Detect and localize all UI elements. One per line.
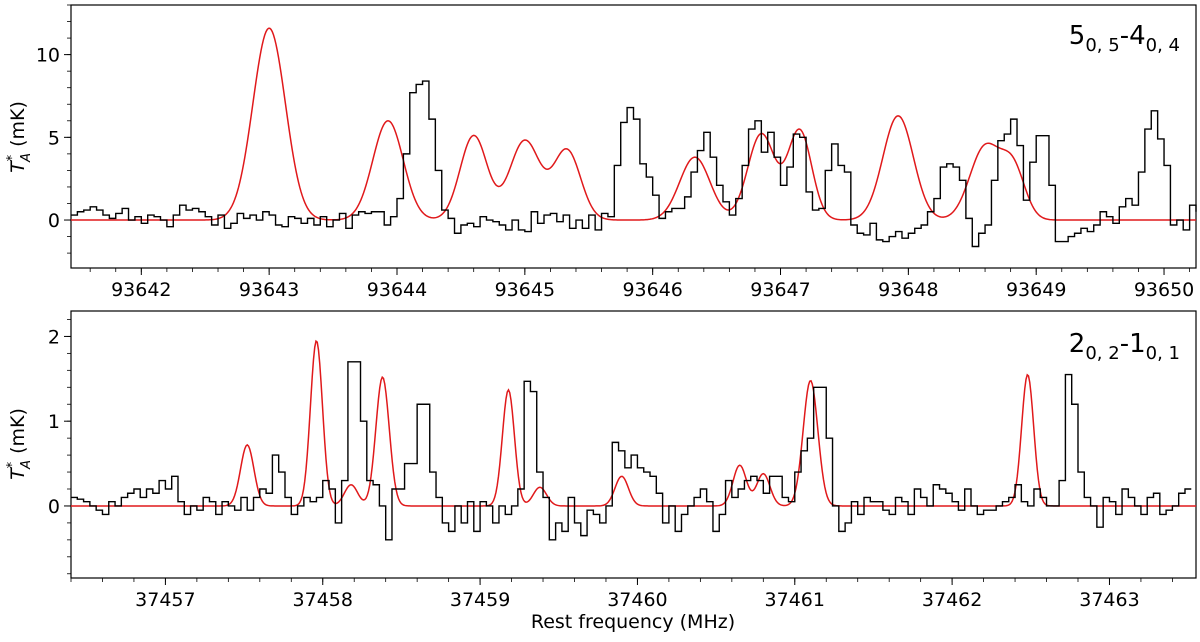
top-y-tick-label: 5 [48, 127, 60, 149]
bottom-model-group [71, 339, 1196, 507]
bottom-panel: 37457 37458 37459 37460 37461 37462 37463 0 1 2 2… [5, 310, 1197, 633]
bottom-y-axis-title: T*A (mK) [5, 408, 34, 480]
bottom-y-tick-label: 2 [48, 326, 60, 348]
bottom-x-tick-label: 37460 [607, 589, 667, 611]
bottom-y-tick-label: 0 [48, 496, 60, 518]
top-x-tick-label: 93644 [367, 279, 427, 301]
top-model-fit-line [71, 27, 1196, 221]
bottom-observed-group [71, 361, 1192, 541]
top-x-tick-label: 93650 [1134, 279, 1194, 301]
top-y-axis-title: T*A (mK) [5, 101, 34, 173]
top-x-tick-label: 93643 [239, 279, 299, 301]
bottom-observed-spectrum-line [71, 361, 1192, 541]
top-ticks-group: 93642 93643 93644 93645 93646 93647 93648 93649… [36, 4, 1194, 301]
bottom-x-tick-label: 37462 [922, 589, 982, 611]
top-model-group [71, 27, 1196, 221]
top-observed-spectrum-line [71, 80, 1197, 248]
bottom-panel-frame [70, 310, 1197, 579]
top-observed-group [71, 80, 1197, 248]
top-panel-label: 50, 5-40, 4 [1069, 21, 1180, 56]
top-y-tick-label: 10 [36, 45, 60, 67]
bottom-model-fit-line [71, 339, 1196, 507]
bottom-x-tick-label: 37457 [135, 589, 195, 611]
bottom-ticks-group: 37457 37458 37459 37460 37461 37462 37463 0 1 2 [48, 319, 1173, 611]
top-y-tick-label: 0 [48, 210, 60, 232]
x-axis-title: Rest frequency (MHz) [531, 611, 735, 633]
top-x-tick-label: 93648 [878, 279, 938, 301]
top-x-tick-label: 93645 [495, 279, 555, 301]
bottom-x-tick-label: 37461 [765, 589, 825, 611]
top-x-tick-label: 93647 [750, 279, 810, 301]
bottom-panel-label: 20, 2-10, 1 [1069, 329, 1180, 364]
top-panel-frame [70, 4, 1197, 269]
bottom-x-tick-label: 37458 [293, 589, 353, 611]
top-panel: 93642 93643 93644 93645 93646 93647 93648 93649… [5, 4, 1197, 301]
bottom-x-tick-label: 37459 [450, 589, 510, 611]
bottom-x-tick-label: 37463 [1079, 589, 1139, 611]
bottom-y-tick-label: 1 [48, 411, 60, 433]
top-x-tick-label: 93646 [622, 279, 682, 301]
top-x-tick-label: 93649 [1006, 279, 1066, 301]
top-x-tick-label: 93642 [111, 279, 171, 301]
